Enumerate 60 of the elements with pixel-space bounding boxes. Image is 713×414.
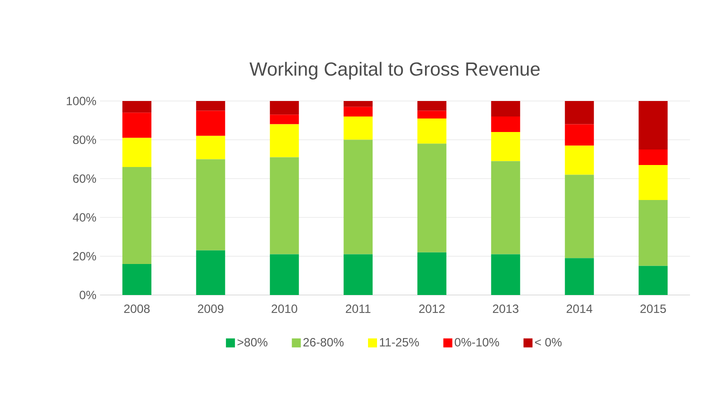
- x-tick-label: 2010: [272, 304, 298, 313]
- legend-label: < 0%: [535, 338, 562, 346]
- bar: [491, 254, 520, 295]
- bar: [491, 100, 520, 117]
- bar: [196, 110, 226, 136]
- bar: [196, 159, 226, 250]
- x-tick-label: 2008: [124, 304, 150, 313]
- legend-label: >80%: [238, 338, 268, 346]
- bar: [564, 100, 594, 124]
- x-tick-label: 2013: [492, 304, 518, 313]
- bar: [491, 116, 520, 132]
- bar: [196, 100, 226, 111]
- bar: [417, 252, 446, 295]
- y-tick-label: 60%: [73, 174, 96, 183]
- bar: [564, 146, 594, 175]
- bar: [270, 254, 299, 295]
- bar: [564, 174, 594, 258]
- y-tick-label: 40%: [72, 213, 96, 222]
- y-tick-label: 80%: [73, 136, 96, 144]
- bar: [344, 254, 373, 295]
- bar: [638, 200, 668, 266]
- x-tick-label: 2011: [346, 304, 370, 313]
- bar: [417, 100, 446, 111]
- bar: [122, 138, 152, 167]
- bar: [417, 110, 446, 118]
- bar: [638, 149, 668, 166]
- y-tick-label: 100%: [66, 96, 96, 106]
- chart-title: Working Capital to Gross Revenue: [250, 62, 540, 80]
- legend-label: 0%-10%: [454, 338, 500, 346]
- x-tick-label: 2009: [198, 304, 224, 313]
- legend-label: 26-80%: [303, 338, 344, 346]
- y-tick-label: 0%: [80, 290, 96, 300]
- bar: [638, 165, 668, 200]
- bar: [122, 112, 152, 138]
- bar: [344, 100, 373, 107]
- bar: [491, 132, 520, 162]
- bar: [564, 258, 594, 295]
- bar: [270, 114, 299, 124]
- bar: [638, 100, 668, 150]
- x-tick-label: 2012: [419, 304, 445, 313]
- bar: [122, 100, 152, 113]
- bar: [196, 250, 226, 295]
- bar: [270, 100, 299, 115]
- x-tick-label: 2015: [640, 304, 666, 313]
- legend-label: 11-25%: [380, 338, 419, 346]
- bar: [122, 264, 152, 295]
- bar: [491, 161, 520, 254]
- bar: [122, 166, 152, 264]
- bar: [344, 140, 373, 254]
- bar: [344, 116, 373, 140]
- x-tick-label: 2014: [566, 304, 592, 313]
- bar: [417, 144, 446, 252]
- bar: [638, 266, 668, 295]
- bar: [270, 124, 299, 158]
- bar: [196, 136, 226, 160]
- y-tick-label: 20%: [73, 252, 96, 260]
- bar: [417, 118, 446, 144]
- bar: [564, 124, 594, 146]
- bar: [270, 157, 299, 254]
- bar: [344, 106, 373, 117]
